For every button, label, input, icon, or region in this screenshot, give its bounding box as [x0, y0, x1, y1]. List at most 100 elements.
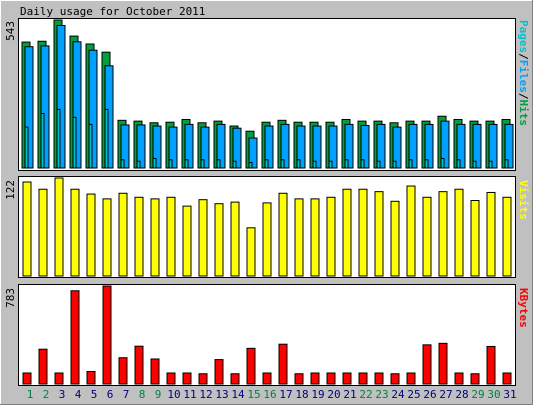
bar-visits-day-1	[22, 181, 32, 277]
bar-visits-day-25	[406, 185, 416, 277]
day-label-22: 22	[359, 388, 372, 401]
day-label-1: 1	[27, 388, 34, 401]
bar-kbytes-day-28	[454, 372, 464, 385]
bar-kbytes-day-31	[502, 372, 512, 385]
bar-kbytes-day-15	[246, 347, 256, 385]
bar-visits-day-4	[70, 188, 80, 277]
chart-title: Daily usage for October 2011	[20, 5, 205, 18]
bar-kbytes-day-1	[22, 372, 32, 385]
bar-visits-day-6	[102, 198, 112, 277]
legend-separator: /	[517, 93, 530, 100]
bar-visits-day-14	[230, 201, 240, 277]
bar-files-day-12	[200, 126, 210, 169]
bar-pages-day-31	[504, 159, 509, 169]
day-label-11: 11	[183, 388, 196, 401]
bar-files-day-10	[168, 126, 178, 169]
bar-files-day-24	[392, 126, 402, 169]
bar-visits-day-3	[54, 177, 64, 277]
bar-pages-day-25	[408, 159, 413, 169]
day-label-21: 21	[343, 388, 356, 401]
bar-files-day-15	[248, 137, 258, 169]
bar-files-day-4	[72, 41, 82, 169]
bar-pages-day-19	[312, 160, 317, 169]
bar-visits-day-31	[502, 196, 512, 277]
day-label-20: 20	[327, 388, 340, 401]
day-label-27: 27	[439, 388, 452, 401]
bar-pages-day-6	[104, 108, 109, 169]
bar-kbytes-day-20	[326, 372, 336, 385]
bar-pages-day-18	[296, 159, 301, 169]
bar-kbytes-day-3	[54, 372, 64, 385]
legend-hits: Hits	[517, 100, 530, 127]
bar-pages-day-2	[40, 112, 45, 169]
bar-files-day-29	[472, 123, 482, 169]
bar-visits-day-18	[294, 198, 304, 277]
day-label-13: 13	[215, 388, 228, 401]
bar-pages-day-21	[344, 159, 349, 169]
bar-files-day-7	[120, 124, 130, 169]
bar-kbytes-day-13	[214, 359, 224, 385]
day-label-9: 9	[155, 388, 162, 401]
bar-visits-day-24	[390, 200, 400, 277]
legend-kbytes: KBytes	[517, 288, 530, 328]
bar-kbytes-day-11	[182, 372, 192, 385]
bar-files-day-26	[424, 123, 434, 169]
bar-visits-day-2	[38, 188, 48, 277]
bar-visits-day-8	[134, 196, 144, 277]
bar-files-day-21	[344, 123, 354, 169]
bar-files-day-22	[360, 124, 370, 169]
day-label-25: 25	[407, 388, 420, 401]
legend-files: Files	[517, 60, 530, 93]
bar-pages-day-9	[152, 157, 157, 169]
day-label-30: 30	[487, 388, 500, 401]
bar-pages-day-24	[392, 160, 397, 169]
bar-visits-day-5	[86, 193, 96, 277]
bar-pages-day-4	[72, 116, 77, 169]
bar-pages-day-29	[472, 160, 477, 169]
day-label-23: 23	[375, 388, 388, 401]
bar-files-day-30	[488, 123, 498, 169]
bar-visits-day-29	[470, 199, 480, 277]
chart-marks: 1 2 3 4 5 6 7 8 9 10 11 12 13 14 15 16 17 18 19 20 21 22 23 24 2…	[21, 19, 517, 401]
bar-pages-day-7	[120, 159, 125, 169]
bar-files-day-11	[184, 123, 194, 169]
bar-kbytes-day-26	[422, 344, 432, 385]
bar-files-day-14	[232, 127, 242, 169]
bar-kbytes-day-29	[470, 373, 480, 385]
bar-visits-day-15	[246, 227, 256, 277]
bar-visits-day-20	[326, 196, 336, 277]
legend-separator: /	[517, 53, 530, 60]
bar-kbytes-day-17	[278, 343, 288, 385]
day-label-17: 17	[279, 388, 292, 401]
bar-kbytes-day-21	[342, 372, 352, 385]
bar-pages-day-10	[168, 159, 173, 169]
bar-visits-day-9	[150, 198, 160, 277]
day-label-31: 31	[503, 388, 516, 401]
bar-pages-day-5	[88, 123, 93, 169]
bar-kbytes-day-6	[102, 285, 112, 385]
day-label-3: 3	[59, 388, 66, 401]
legend-pages-files-hits: Pages/Files/Hits	[517, 20, 530, 126]
day-label-14: 14	[231, 388, 245, 401]
bar-kbytes-day-19	[310, 372, 320, 385]
day-label-16: 16	[263, 388, 276, 401]
bar-kbytes-day-30	[486, 345, 496, 385]
bar-kbytes-day-27	[438, 342, 448, 385]
bar-kbytes-day-24	[390, 373, 400, 385]
kbytes-ymax-label: 783	[4, 288, 17, 308]
bar-pages-day-22	[360, 159, 365, 169]
bar-pages-day-1	[24, 126, 29, 169]
day-label-28: 28	[455, 388, 468, 401]
bar-pages-day-27	[440, 157, 445, 169]
bar-kbytes-day-5	[86, 370, 96, 385]
day-label-19: 19	[311, 388, 324, 401]
bar-pages-day-13	[216, 159, 221, 169]
bar-kbytes-day-2	[38, 348, 48, 385]
day-label-2: 2	[43, 388, 50, 401]
legend-pages: Pages	[517, 20, 530, 53]
day-label-5: 5	[91, 388, 98, 401]
bar-pages-day-3	[56, 108, 61, 169]
bar-kbytes-day-14	[230, 373, 240, 385]
bar-files-day-13	[216, 123, 226, 169]
